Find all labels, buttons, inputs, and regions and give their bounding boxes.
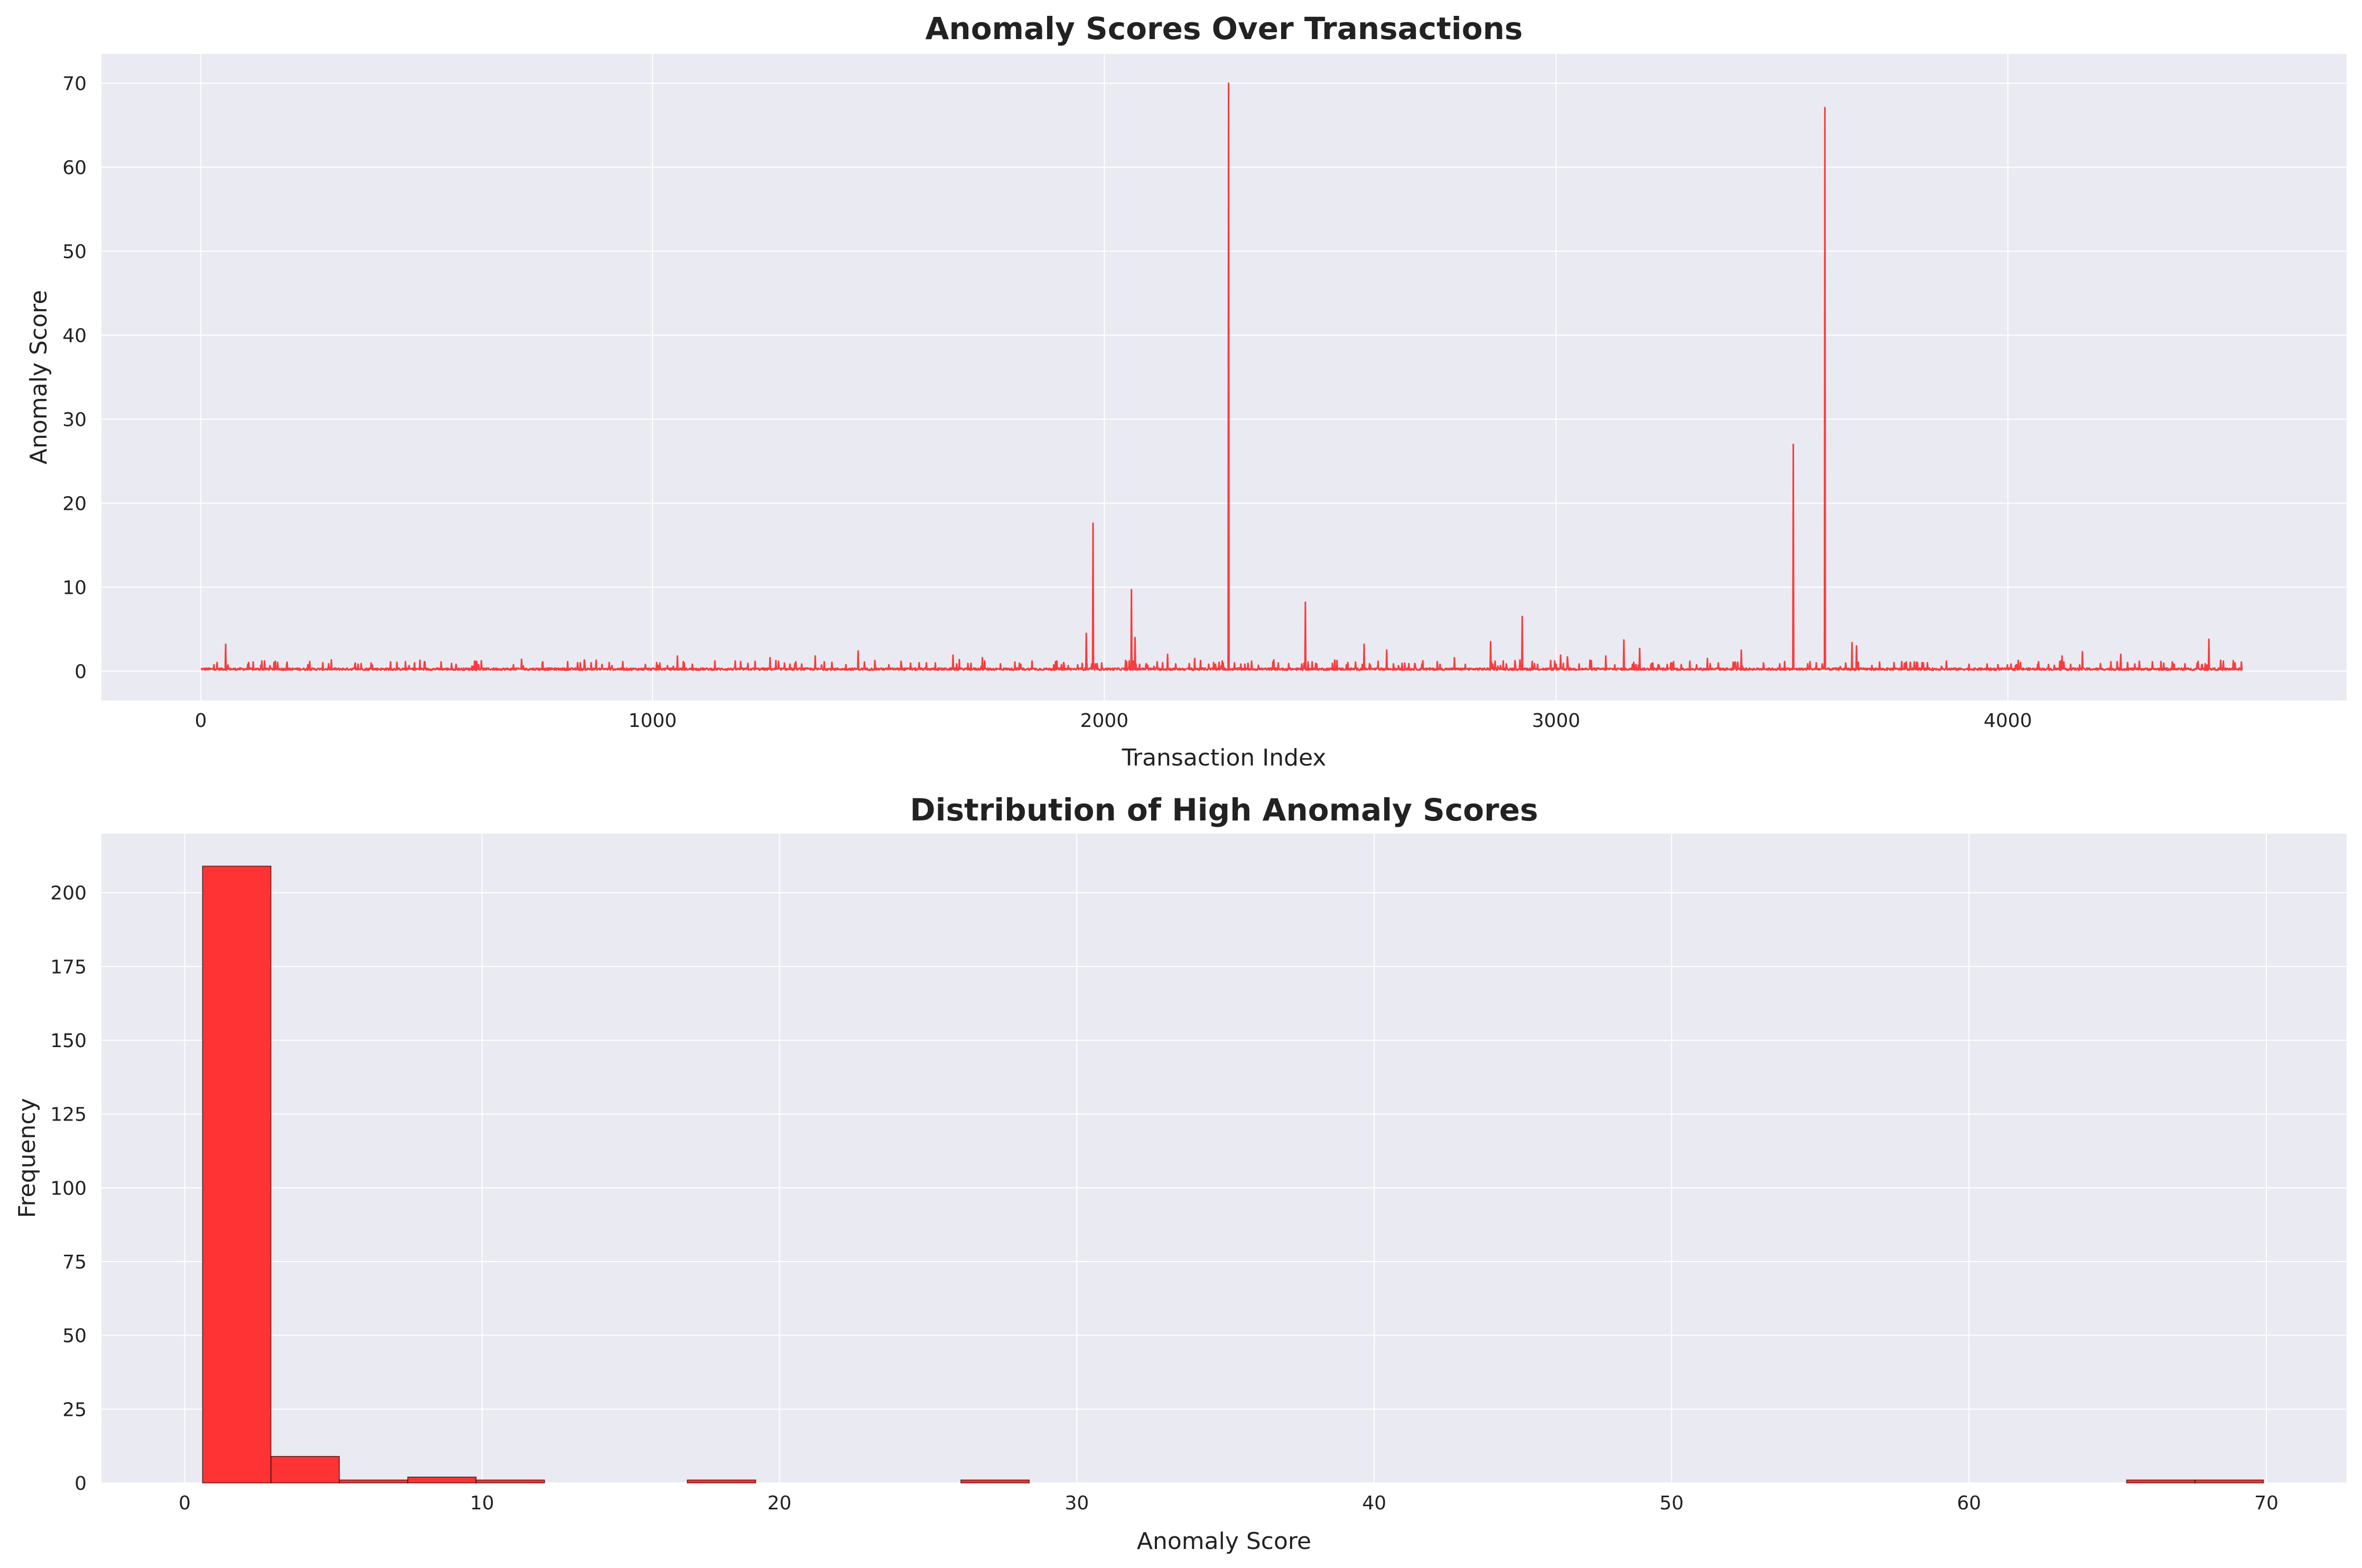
line-chart-title: Anomaly Scores Over Transactions [926, 11, 1523, 46]
anomaly-score-line [200, 82, 2243, 671]
line-chart-panel: 0 1000 2000 3000 4000 0 10 20 30 40 50 60 70 Anomal… [25, 11, 2347, 771]
x-tick-label: 40 [1362, 1492, 1386, 1514]
histogram-x-ticks: 0 10 20 30 40 50 60 70 [179, 1492, 2279, 1514]
line-chart-series [200, 82, 2243, 671]
y-tick-label: 50 [62, 241, 87, 263]
histogram-bar [2126, 1479, 2196, 1483]
y-tick-label: 0 [74, 661, 87, 683]
histogram-bar [339, 1479, 408, 1483]
line-chart-x-ticks: 0 1000 2000 3000 4000 [195, 710, 2032, 732]
histogram-bar [407, 1477, 477, 1483]
histogram-plot-area [101, 834, 2347, 1483]
y-tick-label: 75 [62, 1252, 87, 1273]
line-chart-plot-area [101, 54, 2347, 701]
histogram-grid [101, 834, 2347, 1483]
y-tick-label: 125 [50, 1104, 87, 1126]
y-tick-label: 60 [62, 157, 87, 179]
y-tick-label: 25 [62, 1399, 87, 1421]
histogram-x-axis-label: Anomaly Score [1137, 1528, 1311, 1555]
x-tick-label: 0 [195, 710, 207, 732]
histogram-bars [202, 865, 2264, 1483]
y-tick-label: 30 [62, 409, 87, 431]
histogram-bar [960, 1479, 1030, 1483]
x-tick-label: 70 [2254, 1492, 2279, 1514]
y-tick-label: 200 [50, 883, 87, 904]
x-tick-label: 4000 [1984, 710, 2032, 732]
line-chart-y-ticks: 0 10 20 30 40 50 60 70 [62, 73, 87, 683]
x-tick-label: 2000 [1080, 710, 1129, 732]
y-tick-label: 100 [50, 1178, 87, 1199]
y-tick-label: 70 [62, 73, 87, 95]
line-chart-y-axis-label: Anomaly Score [25, 290, 52, 464]
histogram-bar [270, 1455, 340, 1483]
histogram-bar [475, 1479, 545, 1483]
y-tick-label: 40 [62, 325, 87, 347]
line-chart-grid [101, 54, 2347, 701]
line-chart-x-axis-label: Transaction Index [1122, 744, 1327, 771]
x-tick-label: 20 [768, 1492, 792, 1514]
y-tick-label: 175 [50, 956, 87, 978]
x-tick-label: 30 [1065, 1492, 1089, 1514]
x-tick-label: 1000 [628, 710, 677, 732]
histogram-panel: 0 10 20 30 40 50 60 70 0 25 50 75 100 125 150 175 200 D… [14, 792, 2347, 1555]
histogram-bar [687, 1479, 757, 1483]
x-tick-label: 50 [1659, 1492, 1684, 1514]
histogram-bar [2195, 1479, 2264, 1483]
y-tick-label: 50 [62, 1326, 87, 1347]
y-tick-label: 0 [74, 1473, 87, 1495]
y-tick-label: 10 [62, 577, 87, 599]
x-tick-label: 3000 [1532, 710, 1581, 732]
histogram-bar [202, 865, 272, 1483]
x-tick-label: 60 [1957, 1492, 1981, 1514]
x-tick-label: 10 [470, 1492, 494, 1514]
x-tick-label: 0 [179, 1492, 191, 1514]
y-tick-label: 150 [50, 1030, 87, 1052]
histogram-title: Distribution of High Anomaly Scores [910, 792, 1538, 828]
y-tick-label: 20 [62, 493, 87, 515]
histogram-y-axis-label: Frequency [14, 1098, 41, 1218]
histogram-y-ticks: 0 25 50 75 100 125 150 175 200 [50, 883, 87, 1495]
